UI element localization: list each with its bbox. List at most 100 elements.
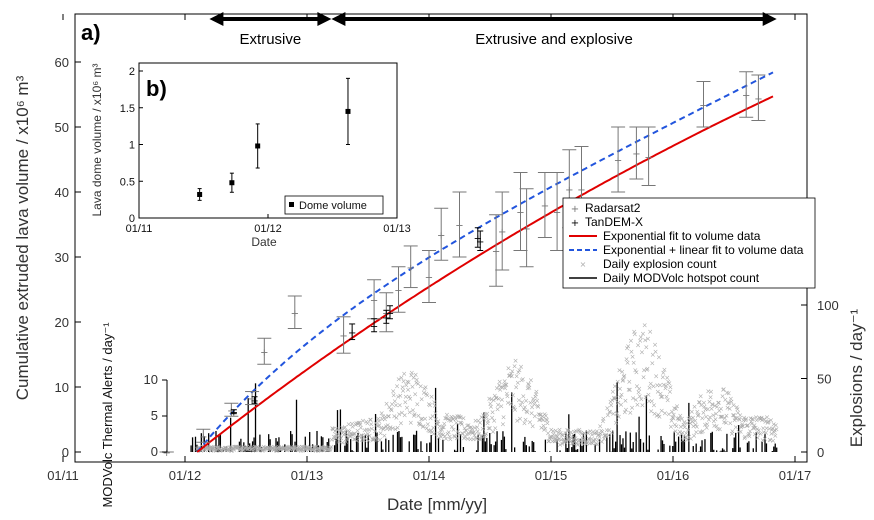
explosion-point: × bbox=[540, 412, 546, 420]
explosion-point: × bbox=[682, 424, 688, 432]
explosion-point: × bbox=[645, 335, 651, 343]
explosion-point: × bbox=[451, 426, 457, 434]
explosion-point: × bbox=[486, 395, 492, 403]
explosion-point: × bbox=[433, 415, 439, 423]
explosion-point: × bbox=[384, 400, 390, 408]
explosion-point: × bbox=[213, 444, 219, 452]
explosion-point: × bbox=[669, 408, 675, 416]
explosion-point: × bbox=[440, 423, 446, 431]
explosion-point: × bbox=[683, 434, 689, 442]
explosion-point: × bbox=[486, 425, 492, 433]
explosion-point: × bbox=[441, 420, 447, 428]
explosion-point: × bbox=[367, 416, 373, 424]
explosion-point: × bbox=[403, 382, 409, 390]
explosion-point: × bbox=[362, 426, 368, 434]
explosion-point: × bbox=[715, 425, 721, 433]
explosion-point: × bbox=[557, 441, 563, 449]
explosion-point: × bbox=[608, 398, 614, 406]
explosion-point: × bbox=[703, 405, 709, 413]
explosion-point: × bbox=[496, 395, 502, 403]
explosion-point: × bbox=[512, 406, 518, 414]
explosion-point: × bbox=[228, 443, 234, 451]
explosion-point: × bbox=[697, 428, 703, 436]
explosion-point: × bbox=[457, 413, 463, 421]
explosion-point: × bbox=[563, 430, 569, 438]
explosion-point: × bbox=[420, 423, 426, 431]
explosion-point: × bbox=[692, 403, 698, 411]
explosion-point: × bbox=[379, 409, 385, 417]
explosion-point: × bbox=[437, 423, 443, 431]
explosion-point: × bbox=[604, 426, 610, 434]
explosion-point: × bbox=[598, 430, 604, 438]
explosion-point: × bbox=[541, 426, 547, 434]
explosion-point: × bbox=[408, 372, 414, 380]
explosion-point: × bbox=[221, 445, 227, 453]
explosion-point: × bbox=[221, 446, 227, 454]
explosion-point: × bbox=[493, 395, 499, 403]
explosion-point: × bbox=[521, 420, 527, 428]
explosion-point: × bbox=[539, 415, 545, 423]
explosion-point: × bbox=[305, 445, 311, 453]
explosion-point: × bbox=[513, 357, 519, 365]
explosion-point: × bbox=[195, 444, 201, 452]
data-point: + bbox=[437, 230, 445, 241]
explosion-point: × bbox=[261, 443, 267, 451]
data-point: + bbox=[742, 91, 750, 102]
inset-y-tick-label: 1.5 bbox=[120, 103, 135, 115]
explosion-point: × bbox=[658, 390, 664, 398]
explosion-point: × bbox=[234, 443, 240, 451]
explosion-point: × bbox=[313, 443, 319, 451]
explosion-point: × bbox=[217, 445, 223, 453]
explosion-point: × bbox=[642, 337, 648, 345]
explosion-point: × bbox=[649, 360, 655, 368]
explosion-point: × bbox=[720, 392, 726, 400]
explosion-point: × bbox=[252, 443, 258, 451]
inset-y-tick-label: 0 bbox=[129, 213, 135, 225]
explosion-point: × bbox=[238, 444, 244, 452]
explosion-point: × bbox=[356, 419, 362, 427]
explosion-point: × bbox=[276, 443, 282, 451]
explosion-point: × bbox=[554, 432, 560, 440]
explosion-point: × bbox=[207, 444, 213, 452]
explosion-point: × bbox=[635, 341, 641, 349]
explosion-point: × bbox=[579, 439, 585, 447]
y-axis-label-left: Cumulative extruded lava volume / x10⁶ m… bbox=[13, 75, 32, 400]
explosion-point: × bbox=[249, 445, 255, 453]
explosion-point: × bbox=[727, 405, 733, 413]
explosion-point: × bbox=[420, 423, 426, 431]
explosion-point: × bbox=[492, 425, 498, 433]
explosion-point: × bbox=[288, 444, 294, 452]
explosion-point: × bbox=[507, 372, 513, 380]
explosion-point: × bbox=[638, 334, 644, 342]
explosion-point: × bbox=[422, 415, 428, 423]
explosion-point: × bbox=[631, 328, 637, 336]
explosion-point: × bbox=[196, 443, 202, 451]
data-point: + bbox=[516, 208, 524, 219]
explosion-point: × bbox=[684, 419, 690, 427]
explosion-point: × bbox=[680, 429, 686, 437]
explosion-point: × bbox=[502, 377, 508, 385]
explosion-point: × bbox=[467, 424, 473, 432]
explosion-point: × bbox=[241, 445, 247, 453]
explosion-point: × bbox=[343, 438, 349, 446]
explosion-point: × bbox=[609, 429, 615, 437]
explosion-point: × bbox=[751, 425, 757, 433]
explosion-point: × bbox=[507, 371, 513, 379]
explosion-point: × bbox=[771, 429, 777, 437]
explosion-point: × bbox=[556, 429, 562, 437]
legend-label: TanDEM-X bbox=[585, 215, 643, 229]
inset-data-point bbox=[255, 143, 261, 149]
explosion-point: × bbox=[347, 433, 353, 441]
explosion-point: × bbox=[401, 377, 407, 385]
explosion-point: × bbox=[394, 414, 400, 422]
phase-label: Extrusive and explosive bbox=[475, 31, 633, 48]
explosion-point: × bbox=[703, 413, 709, 421]
explosion-point: × bbox=[467, 428, 473, 436]
explosion-point: × bbox=[735, 409, 741, 417]
explosion-point: × bbox=[296, 443, 302, 451]
explosion-point: × bbox=[389, 406, 395, 414]
explosion-point: × bbox=[516, 396, 522, 404]
explosion-point: × bbox=[617, 385, 623, 393]
explosion-point: × bbox=[652, 410, 658, 418]
explosion-point: × bbox=[375, 422, 381, 430]
